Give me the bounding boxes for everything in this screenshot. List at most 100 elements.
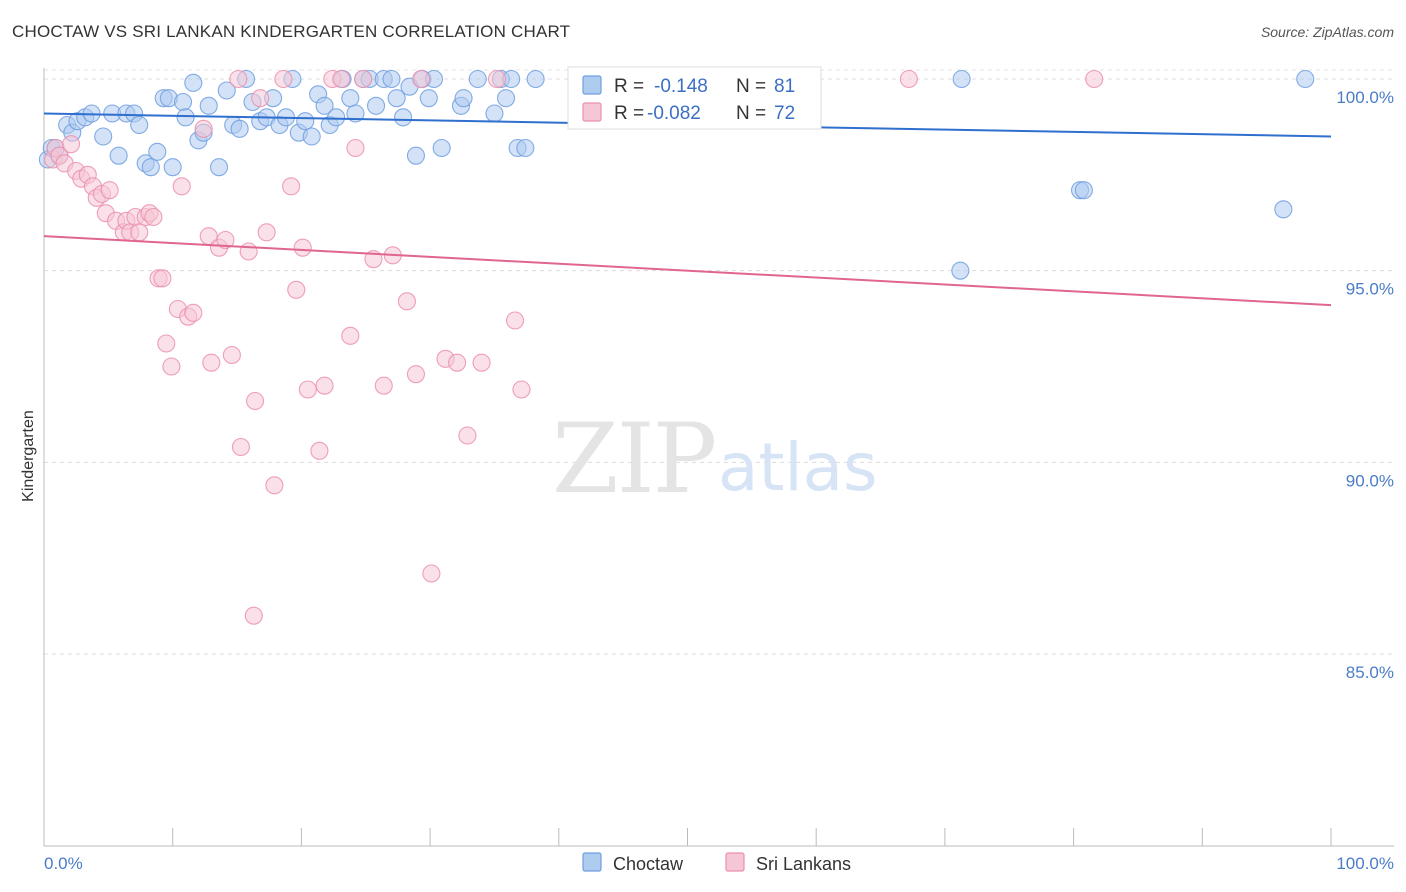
sri-lankans-point-45 <box>287 280 306 299</box>
y-axis-title: Kindergarten <box>20 410 37 502</box>
sri-lankans-point-70 <box>1085 69 1104 89</box>
choctaw-point-40 <box>296 112 315 131</box>
choctaw-point-11 <box>109 146 128 165</box>
sri-lankans-point-63 <box>448 353 467 372</box>
sri-lankans-point-58 <box>397 292 416 311</box>
choctaw-point-55 <box>394 108 413 127</box>
sri-lankans-point-40 <box>251 89 270 108</box>
sri-lankans-point-59 <box>406 365 425 384</box>
choctaw-point-51 <box>366 96 386 115</box>
sri-lankans-point-71 <box>244 606 263 625</box>
sri-lankans-point-64 <box>458 426 477 445</box>
choctaw-point-59 <box>419 89 438 108</box>
choctaw-point-16 <box>141 158 160 177</box>
choctaw-point-28 <box>217 81 236 100</box>
watermark: ZIP atlas <box>552 403 878 515</box>
sri-lankans-point-43 <box>274 69 293 89</box>
sri-lankans-point-36 <box>229 69 248 89</box>
legend-r-value-sri-lankans: -0.082 <box>647 103 701 124</box>
data-points <box>38 69 1315 625</box>
sri-lankans-point-25 <box>162 357 181 376</box>
sri-lankans-point-42 <box>265 476 284 495</box>
sri-lankans-point-48 <box>310 441 329 460</box>
sri-lankans-point-35 <box>222 345 241 365</box>
choctaw-point-30 <box>230 119 249 138</box>
bottom-legend[interactable]: Choctaw Sri Lankans <box>582 852 851 874</box>
legend-r-value-choctaw: -0.148 <box>654 76 708 97</box>
sri-lankans-point-53 <box>346 138 365 158</box>
sri-lankans-point-69 <box>899 69 918 89</box>
legend-n-value-choctaw: 81 <box>774 76 795 97</box>
sri-lankans-point-37 <box>231 437 250 457</box>
choctaw-point-76 <box>1074 181 1093 200</box>
sri-lankans-point-54 <box>354 69 373 89</box>
choctaw-point-74 <box>952 69 971 89</box>
choctaw-point-21 <box>173 92 193 112</box>
sri-lankans-point-27 <box>172 177 191 196</box>
legend-r-label-choctaw: R = <box>614 76 644 97</box>
choctaw-point-9 <box>94 127 113 146</box>
sri-lankans-point-49 <box>315 376 334 395</box>
legend-frame <box>567 66 822 130</box>
sri-lankans-point-47 <box>298 380 317 399</box>
choctaw-point-22 <box>176 108 195 127</box>
sri-lankans-point-65 <box>472 353 491 372</box>
chart-title: CHOCTAW VS SRI LANKAN KINDERGARTEN CORRE… <box>12 22 571 41</box>
sri-lankans-point-32 <box>202 353 221 372</box>
choctaw-point-23 <box>184 73 203 92</box>
choctaw-point-26 <box>199 96 218 115</box>
choctaw-point-17 <box>148 142 167 161</box>
choctaw-point-53 <box>382 69 401 89</box>
legend-n-label-choctaw: N = <box>736 76 766 97</box>
choctaw-point-78 <box>1296 69 1315 89</box>
choctaw-point-70 <box>516 138 535 158</box>
choctaw-point-27 <box>209 158 229 177</box>
choctaw-point-14 <box>130 115 149 135</box>
choctaw-point-71 <box>526 69 545 89</box>
sri-lankans-point-61 <box>422 564 441 583</box>
y-tick-label-90: 90.0% <box>1346 471 1394 490</box>
legend-n-label-sri-lankans: N = <box>736 103 766 124</box>
x-tick-label-max: 100.0% <box>1336 854 1394 873</box>
sri-lankans-point-66 <box>487 69 507 89</box>
choctaw-point-47 <box>341 89 360 108</box>
legend-box: R = -0.148 N = 81 R = -0.082 N = 72 <box>567 66 822 130</box>
sri-lankans-point-67 <box>505 311 525 330</box>
choctaw-point-20 <box>163 158 182 177</box>
sri-lankans-trend-line <box>43 235 1332 307</box>
sri-lankans-point-23 <box>153 269 172 288</box>
sri-lankans-point-38 <box>239 242 258 261</box>
sri-lankans-point-18 <box>130 223 149 242</box>
choctaw-point-61 <box>432 138 451 158</box>
sri-lankans-point-46 <box>293 238 312 257</box>
trend-lines <box>43 112 1332 307</box>
sri-lankans-point-29 <box>184 303 203 322</box>
sri-lankans-point-21 <box>144 207 163 227</box>
bottom-legend-swatch-choctaw[interactable] <box>582 852 602 872</box>
sri-lankans-point-30 <box>194 119 213 138</box>
bottom-legend-label-sri-lankans[interactable]: Sri Lankans <box>756 854 851 874</box>
axes <box>43 68 1394 847</box>
legend-n-value-sri-lankans: 72 <box>774 103 795 124</box>
sri-lankans-point-34 <box>216 230 235 250</box>
grid-lines <box>44 69 1394 655</box>
x-axis-ticks <box>43 828 1332 846</box>
choctaw-point-54 <box>387 89 406 108</box>
legend-swatch-choctaw <box>582 75 602 95</box>
choctaw-point-77 <box>1274 200 1293 219</box>
sri-lankans-point-39 <box>246 391 265 411</box>
choctaw-point-64 <box>468 69 487 89</box>
bottom-legend-label-choctaw[interactable]: Choctaw <box>613 854 684 874</box>
source-label: Source: ZipAtlas.com <box>1260 24 1394 40</box>
choctaw-point-48 <box>346 104 365 123</box>
sri-lankans-point-41 <box>257 223 276 242</box>
y-tick-label-85: 85.0% <box>1346 663 1394 682</box>
sri-lankans-point-12 <box>100 181 119 200</box>
x-tick-label-min: 0.0% <box>44 854 83 873</box>
choctaw-point-73 <box>951 261 970 280</box>
watermark-atlas: atlas <box>718 429 878 506</box>
bottom-legend-swatch-sri-lankans[interactable] <box>725 852 745 872</box>
choctaw-point-57 <box>406 146 425 165</box>
choctaw-point-41 <box>302 127 321 146</box>
